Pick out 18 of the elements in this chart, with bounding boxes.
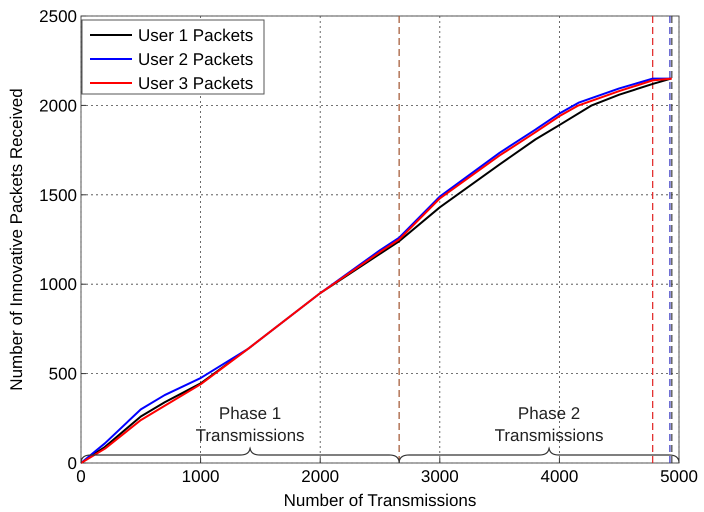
annotation: Phase 1 Transmissions [196, 404, 305, 445]
x-tick-label: 1000 [182, 467, 220, 486]
x-tick-label: 3000 [420, 467, 459, 486]
y-tick-label: 1500 [39, 186, 77, 205]
x-tick-label: 5000 [660, 467, 698, 486]
x-tick-label: 2000 [301, 467, 340, 486]
legend-label: User 1 Packets [138, 26, 254, 45]
y-tick-label: 0 [68, 454, 77, 473]
legend-label: User 2 Packets [138, 50, 254, 69]
y-tick-label: 2500 [39, 7, 77, 26]
annotation: Phase 2 Transmissions [494, 404, 604, 445]
x-tick-label: 4000 [540, 467, 578, 486]
y-tick-label: 500 [48, 364, 77, 384]
y-tick-label: 1000 [39, 275, 77, 294]
legend-label: User 3 Packets [138, 74, 254, 93]
x-axis-title: Number of Transmissions [284, 491, 476, 510]
y-axis-title: Number of Innovative Packets Received [7, 88, 26, 391]
y-tick-label: 2000 [39, 96, 77, 116]
